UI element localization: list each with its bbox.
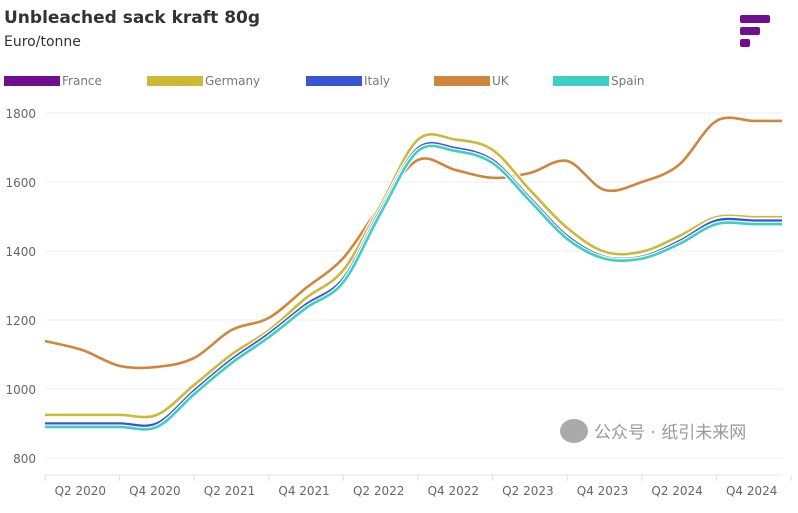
x-tick-label: Q2 2023 [502,484,553,498]
legend-swatch [306,76,362,86]
x-tick-label: Q4 2024 [726,484,777,498]
series-halo [45,143,782,432]
legend-swatch [434,76,490,86]
legend-label: UK [492,74,509,88]
brand-logo-icon [740,15,770,47]
legend-swatch [553,76,609,86]
y-tick-label: 800 [13,452,36,466]
legend-item-italy[interactable]: Italy [306,74,390,88]
x-tick-label: Q2 2021 [204,484,255,498]
x-tick-label: Q4 2021 [278,484,329,498]
watermark-text: 公众号 · 纸引未来网 [594,423,747,443]
legend-item-uk[interactable]: UK [434,74,509,88]
series-line-uk [44,116,782,370]
series-halo [45,131,782,420]
series-line-germany [45,133,782,419]
chart-title: Unbleached sack kraft 80g [4,8,261,28]
wechat-icon [560,418,588,443]
y-tick-label: 1000 [5,383,36,397]
legend-label: Italy [364,74,391,88]
y-tick-label: 1400 [5,245,36,259]
legend-label: France [62,74,102,88]
legend-item-spain[interactable]: Spain [553,74,645,88]
legend-item-germany[interactable]: Germany [147,74,260,88]
y-tick-label: 1600 [5,176,36,190]
series-halo [45,140,783,429]
x-tick-label: Q4 2022 [428,484,479,498]
chart-subtitle: Euro/tonne [4,34,81,50]
x-tick-label: Q2 2020 [55,484,106,498]
y-tick-label: 1200 [5,314,36,328]
legend-item-france[interactable]: France [4,74,102,88]
x-tick-label: Q2 2024 [651,484,702,498]
x-tick-label: Q4 2023 [577,484,628,498]
series-line-france [45,141,782,427]
x-tick-label: Q2 2022 [353,484,404,498]
legend-swatch [147,76,203,86]
series-halo [45,139,782,429]
series-line-italy [45,141,783,428]
x-tick-label: Q4 2020 [129,484,180,498]
legend-swatch [4,76,60,86]
legend-label: Germany [205,74,261,88]
y-tick-label: 1800 [5,107,36,121]
series-line-spain [45,144,782,431]
legend-label: Spain [611,74,645,88]
watermark: 公众号 · 纸引未来网 [560,418,746,443]
